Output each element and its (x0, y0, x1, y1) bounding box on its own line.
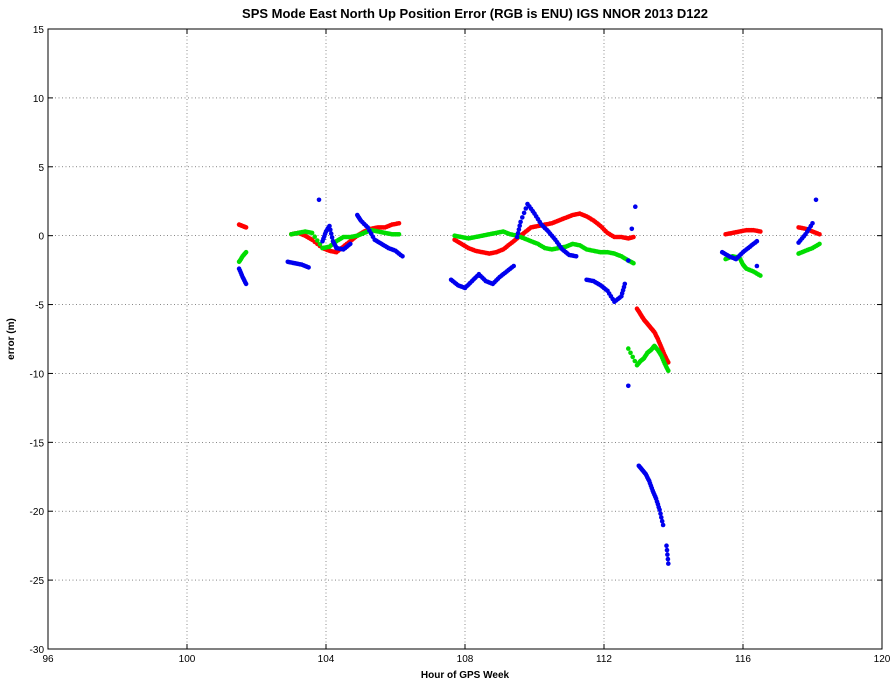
data-point (243, 225, 249, 230)
ticks: 96 100 104 108 112 116 120 -30 -25 -20 -15 -10 -5 0 5 1… (30, 25, 891, 665)
data-point (813, 197, 819, 203)
data-point (306, 265, 311, 270)
data-point (515, 231, 521, 236)
data-point (631, 234, 636, 240)
axes-frame (47, 28, 883, 650)
data-point (659, 515, 664, 520)
x-tick-label: 104 (318, 654, 335, 665)
x-axis-label: Hour of GPS Week (421, 670, 510, 681)
data-point (658, 511, 663, 516)
data-point (660, 522, 666, 528)
series-2 (236, 197, 819, 566)
data-point (517, 223, 522, 228)
data-point (810, 221, 815, 226)
data-point (754, 238, 760, 244)
data-point (312, 234, 318, 239)
data-point (348, 241, 353, 247)
data-point (626, 258, 631, 263)
y-tick-label: 5 (38, 163, 44, 174)
x-tick-label: 120 (874, 654, 891, 665)
data-point (328, 227, 333, 233)
data-point (573, 253, 579, 259)
data-point (665, 552, 670, 557)
data-point (628, 350, 633, 356)
data-point (665, 556, 671, 562)
series-1 (236, 227, 822, 374)
data-point (316, 197, 322, 203)
data-point (520, 215, 525, 220)
y-tick-label: 0 (38, 232, 44, 243)
x-tick-label: 112 (596, 654, 612, 665)
series-layer (236, 197, 822, 566)
data-point (516, 227, 522, 232)
data-point (664, 543, 669, 548)
x-tick-label: 96 (42, 654, 54, 665)
data-point (396, 221, 402, 226)
x-tick-label: 100 (179, 654, 196, 665)
data-point (664, 547, 670, 553)
data-point (243, 249, 249, 255)
data-point (315, 238, 320, 243)
data-point (657, 507, 662, 513)
data-point (666, 360, 671, 365)
y-tick-label: -30 (30, 645, 45, 656)
data-point (633, 204, 638, 209)
y-tick-label: -10 (30, 369, 45, 380)
y-tick-label: 15 (33, 25, 45, 36)
y-tick-label: 10 (33, 94, 45, 105)
data-point (630, 354, 635, 360)
data-point (317, 242, 323, 247)
data-point (309, 230, 315, 236)
data-point (626, 346, 631, 351)
data-point (511, 263, 516, 269)
data-point (514, 234, 520, 240)
y-tick-label: -25 (30, 576, 45, 587)
y-tick-label: -5 (35, 301, 44, 312)
y-tick-label: -20 (30, 507, 45, 518)
data-point (629, 226, 635, 232)
data-point (631, 260, 636, 266)
data-point (758, 273, 763, 278)
data-point (626, 383, 631, 389)
grid (48, 29, 882, 649)
data-point (632, 358, 638, 364)
chart-title: SPS Mode East North Up Position Error (R… (242, 6, 708, 21)
x-tick-label: 108 (457, 654, 474, 665)
data-point (523, 206, 529, 211)
data-point (518, 219, 523, 225)
data-point (666, 368, 671, 374)
data-point (754, 263, 760, 269)
data-point (243, 281, 249, 287)
data-point (659, 518, 665, 524)
data-point (521, 210, 527, 216)
x-tick-label: 116 (735, 654, 751, 665)
data-point (327, 223, 332, 229)
data-point (666, 561, 671, 566)
data-point (622, 281, 628, 287)
data-point (329, 235, 335, 240)
y-axis-label: error (m) (6, 318, 17, 360)
data-point (817, 241, 822, 247)
data-point (396, 232, 402, 237)
data-point (758, 229, 763, 234)
data-point (328, 231, 334, 236)
y-tick-label: -15 (30, 438, 45, 449)
data-point (817, 232, 822, 237)
data-point (400, 253, 405, 259)
